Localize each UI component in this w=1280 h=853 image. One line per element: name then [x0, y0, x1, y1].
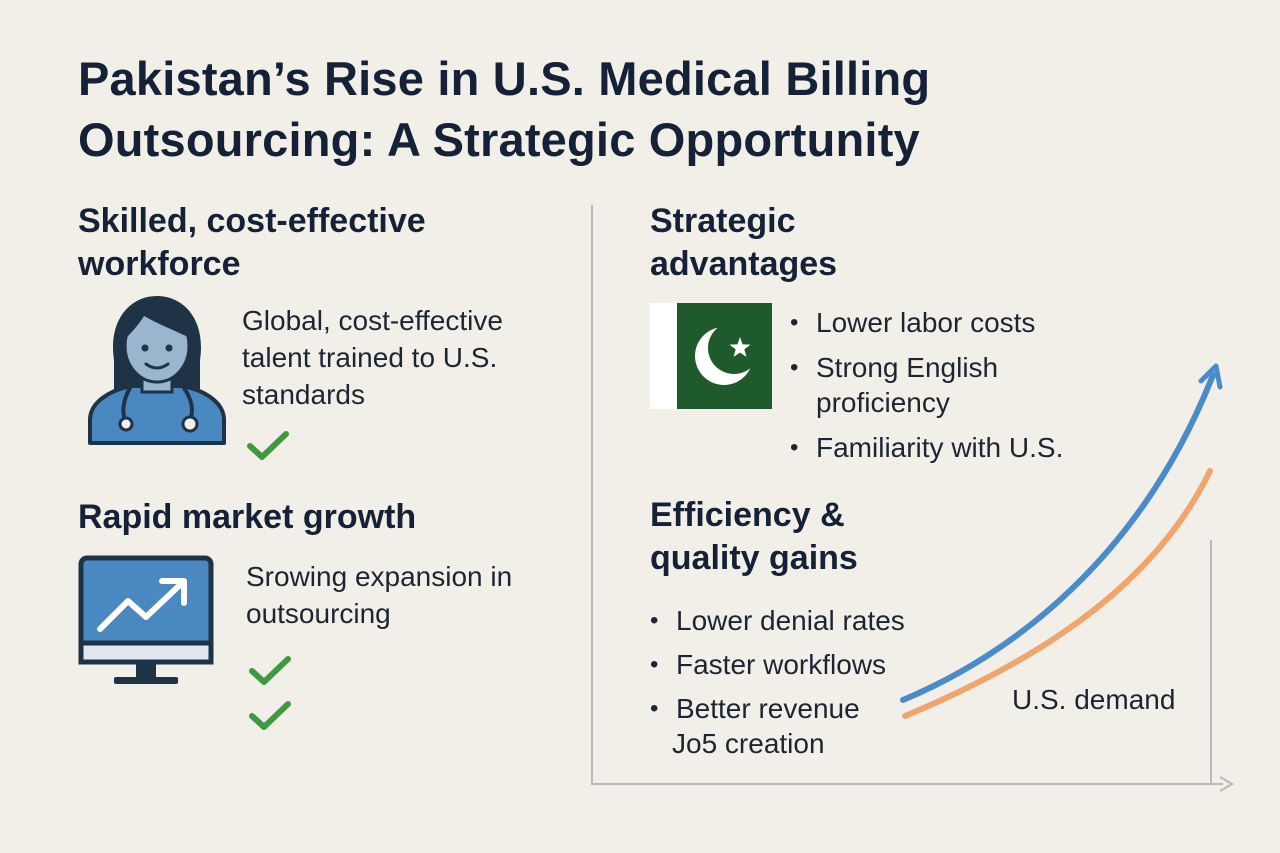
list-item-continuation: Jo5 creation — [672, 728, 825, 759]
check-icon — [249, 656, 291, 685]
chart-right-edge — [1210, 540, 1212, 784]
trend-label: U.S. demand — [1012, 684, 1176, 715]
chart-baseline — [591, 783, 1223, 785]
page-title: Pakistan’s Rise in U.S. Medical Billing … — [78, 52, 931, 166]
check-icon — [249, 701, 291, 730]
strategic-heading: Strategic advantages — [650, 202, 838, 283]
pakistan-flag-icon — [650, 303, 772, 409]
doctor-icon — [88, 296, 226, 445]
list-item: Faster workflows — [650, 647, 950, 682]
axis-arrow-icon — [1219, 776, 1234, 792]
vertical-divider — [591, 205, 593, 785]
list-item: Strong English proficiency — [790, 350, 1056, 420]
strategic-list: Lower labor costs Strong English profici… — [790, 305, 1120, 465]
list-item: Better revenue — [650, 691, 950, 726]
growth-description: Srowing expansion in outsourcing — [246, 561, 513, 629]
efficiency-heading: Efficiency & quality gains — [650, 496, 858, 577]
workforce-description: Global, cost-effective talent trained to… — [242, 305, 503, 410]
list-item: Lower labor costs — [790, 305, 1120, 340]
efficiency-list: Lower denial rates Faster workflows Bett… — [650, 603, 950, 761]
check-icon — [247, 431, 289, 460]
trend-arrowhead — [1198, 363, 1223, 390]
list-item: Lower denial rates — [650, 603, 950, 638]
growth-heading: Rapid market growth — [78, 498, 417, 536]
blue-trend-line — [900, 372, 1216, 703]
workforce-heading: Skilled, cost-effective workforce — [78, 202, 426, 283]
rising-chart-monitor-icon — [78, 555, 214, 684]
orange-trend-line — [902, 468, 1213, 719]
list-item: Familiarity with U.S. — [790, 430, 1120, 465]
